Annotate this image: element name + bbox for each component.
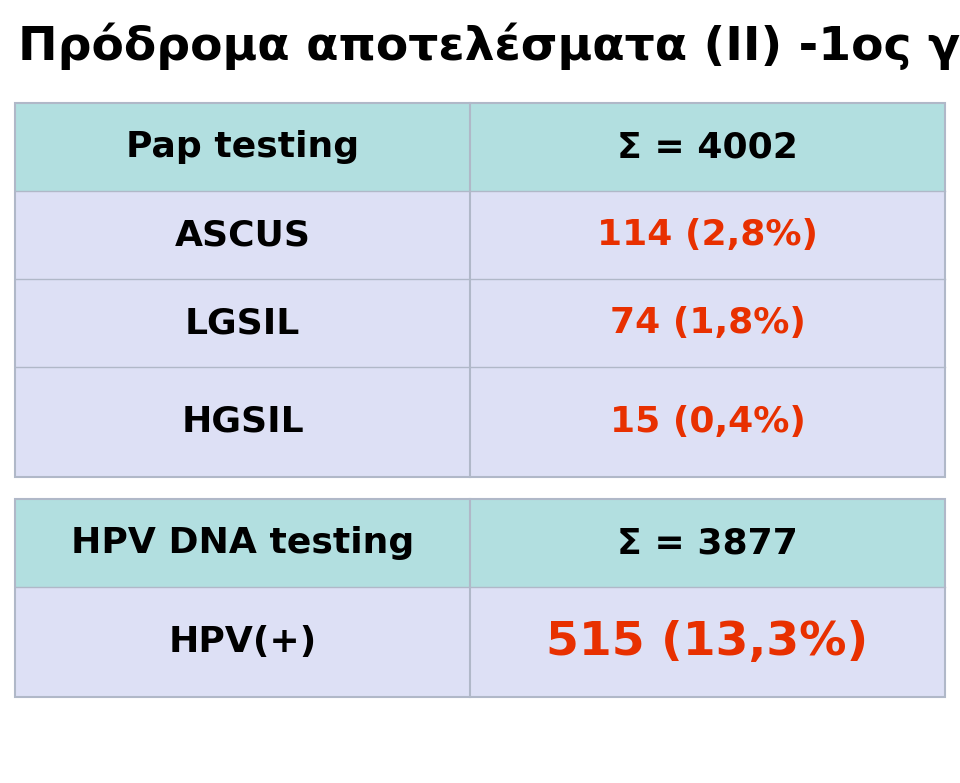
Text: HPV(+): HPV(+) bbox=[168, 625, 317, 659]
Text: LGSIL: LGSIL bbox=[185, 306, 300, 340]
FancyBboxPatch shape bbox=[15, 587, 945, 697]
Text: Pap testing: Pap testing bbox=[126, 130, 359, 164]
FancyBboxPatch shape bbox=[15, 103, 945, 191]
FancyBboxPatch shape bbox=[15, 367, 945, 477]
Text: 15 (0,4%): 15 (0,4%) bbox=[610, 405, 805, 439]
Text: 114 (2,8%): 114 (2,8%) bbox=[597, 218, 818, 252]
FancyBboxPatch shape bbox=[15, 499, 945, 587]
Text: Σ = 3877: Σ = 3877 bbox=[617, 526, 798, 560]
Text: Πρόδρομα αποτελέσματα (II) -1ος γύρος: Πρόδρομα αποτελέσματα (II) -1ος γύρος bbox=[18, 23, 960, 70]
Text: HGSIL: HGSIL bbox=[181, 405, 303, 439]
FancyBboxPatch shape bbox=[15, 191, 945, 279]
FancyBboxPatch shape bbox=[15, 279, 945, 367]
Text: Σ = 4002: Σ = 4002 bbox=[617, 130, 798, 164]
Text: ASCUS: ASCUS bbox=[175, 218, 310, 252]
Text: 515 (13,3%): 515 (13,3%) bbox=[546, 619, 869, 665]
Text: 74 (1,8%): 74 (1,8%) bbox=[610, 306, 805, 340]
Text: HPV DNA testing: HPV DNA testing bbox=[71, 526, 414, 560]
